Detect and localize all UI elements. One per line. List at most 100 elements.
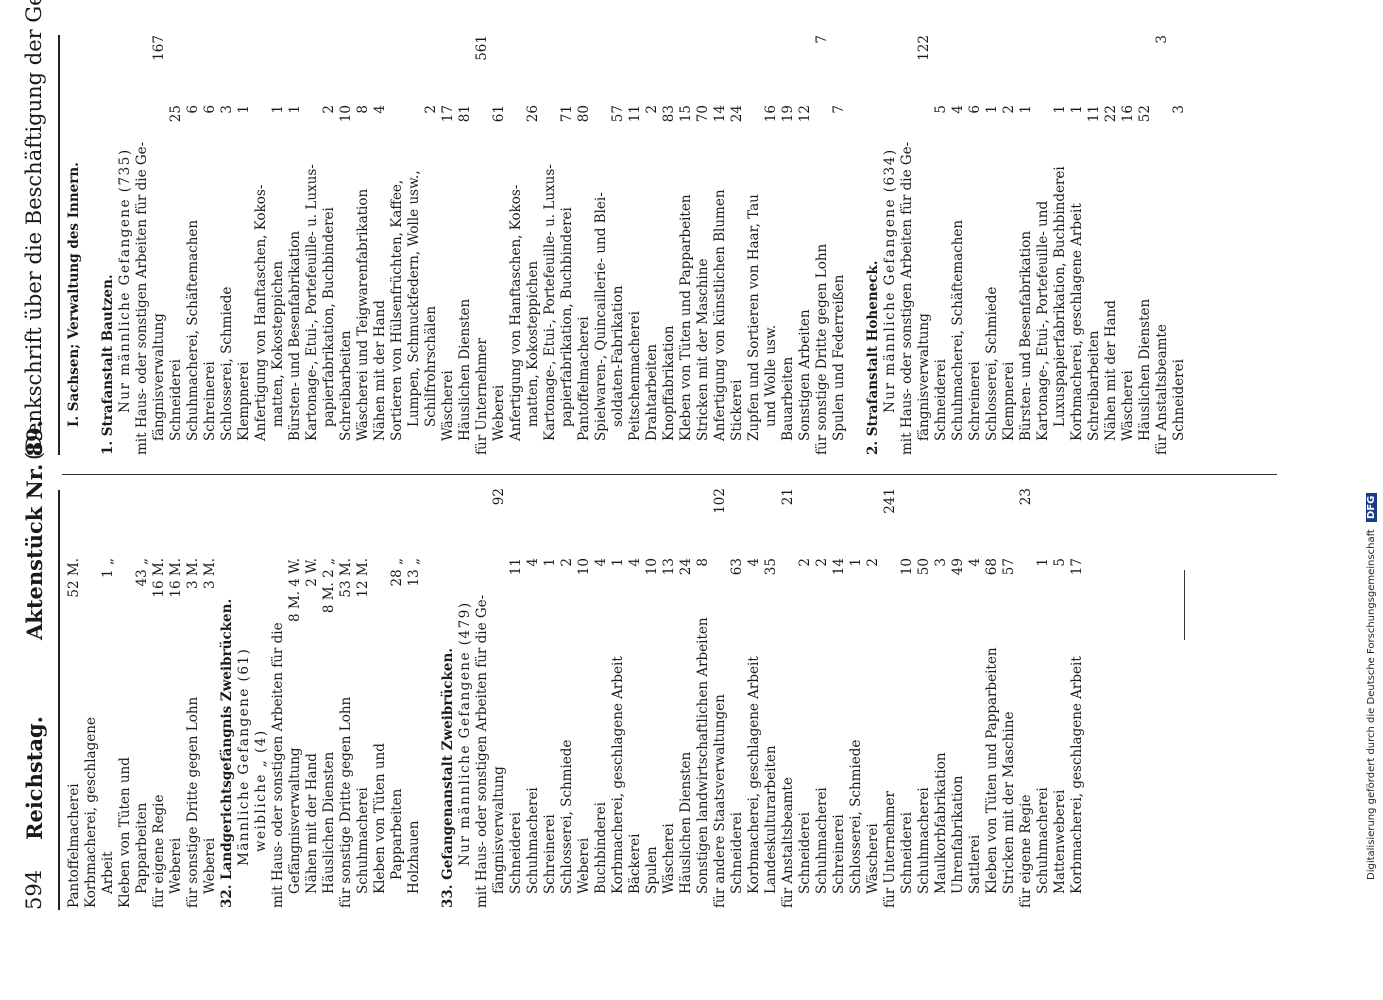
left-column-line: Stricken mit der Maschine 57 — [1001, 488, 1018, 908]
right-column-line: Kartonage-, Etui-, Portefeuille- u. Luxu… — [304, 35, 321, 455]
entry-label: Schuhmacherei — [1035, 787, 1051, 894]
left-column-line: Weberei 16 M. — [168, 488, 185, 908]
left-column-line: für andere Staatsverwaltungen 102 — [712, 488, 729, 908]
right-column-line: Schneiderei 5 — [933, 35, 950, 455]
entry-count: 1 — [270, 105, 286, 114]
left-column-line: Schneiderei 63 — [729, 488, 746, 908]
entry-label: 32. Landgerichtsgefängnis Zweibrücken. — [219, 598, 235, 908]
entry-label: Sattlerei — [967, 834, 983, 894]
entry-label: Schreinerei — [831, 814, 847, 894]
right-column-line: Schneiderei 25 — [168, 35, 185, 455]
entry-label: papierfabrikation, Buchbinderei — [559, 207, 575, 427]
entry-label: Sonstigen Arbeiten — [797, 309, 813, 441]
left-column-line: für sonstige Dritte gegen Lohn 3 M. — [185, 488, 202, 908]
right-column-line: und Wolle usw. 16 — [763, 35, 780, 455]
entry-label: Kleben von Tüten und Papparbeiten — [984, 647, 1000, 894]
right-column-line: mit Haus- oder sonstigen Arbeiten für di… — [899, 35, 916, 455]
right-column-line: Nähen mit der Hand 22 — [1103, 35, 1120, 455]
left-column-line: Nähen mit der Hand 2 W. — [304, 488, 321, 908]
entry-label: Uhrenfabrikation — [950, 775, 966, 894]
left-column-line: Wäscherei 13 — [661, 488, 678, 908]
entry-count: 2 W. — [304, 558, 320, 587]
entry-count: 1 — [1035, 558, 1051, 567]
right-column-line: Peitschenmacherei 11 — [627, 35, 644, 455]
header-rule-right — [58, 35, 60, 455]
left-column-line: für Unternehmer 241 — [882, 488, 899, 908]
entry-count: 2 — [814, 558, 830, 567]
entry-label: Anfertigung von Hanftaschen, Kokos- — [508, 184, 524, 441]
left-column-line: Schneiderei 2 — [797, 488, 814, 908]
entry-label: für eigene Regie — [151, 794, 167, 908]
left-column-line: Häuslichen Diensten 8 M. 2 „ — [321, 488, 338, 908]
right-column-line: Schilfrohrschälen 2 — [423, 35, 440, 455]
entry-label: Landeskulturarbeiten — [763, 745, 779, 894]
footer-text: Digitalisierung gefördert durch die Deut… — [1366, 529, 1377, 880]
right-column-line: Wäscherei und Teigwarenfabrikation 8 — [355, 35, 372, 455]
entry-count: 16 M. — [168, 558, 184, 598]
entry-count: 6 — [967, 105, 983, 114]
entry-count: 12 M. — [355, 558, 371, 598]
entry-label: für Unternehmer — [882, 791, 898, 908]
entry-label: Schuhmacherei, Schäftemachen — [185, 219, 201, 441]
right-column-line: Schlosserei, Schmiede 3 — [219, 35, 236, 455]
entry-label: Wäscherei — [440, 370, 456, 441]
left-column-line: Papparbeiten 43 „ — [134, 488, 151, 908]
entry-label: für eigene Regie — [1018, 794, 1034, 908]
entry-label: matten, Kokosteppichen — [525, 260, 541, 427]
right-column-line: fängnisverwaltung 167 — [151, 35, 168, 455]
left-column-line: Arbeit 1 „ — [100, 488, 117, 908]
entry-label: Spielwaren-, Quincaillerie- und Blei- — [593, 192, 609, 441]
right-column-line: Bauarbeiten 19 — [780, 35, 797, 455]
entry-label: Mattenweberei — [1052, 789, 1068, 894]
entry-label: Nur männliche Gefangene (479) — [457, 601, 473, 866]
right-column-line: fängnisverwaltung 122 — [916, 35, 933, 455]
right-column-line: Bürsten- und Besenfabrikation 1 — [287, 35, 304, 455]
entry-label: Stricken mit der Maschine — [1001, 711, 1017, 894]
entry-count: 4 — [593, 558, 609, 567]
entry-label: Schlosserei, Schmiede — [219, 286, 235, 441]
right-column-line — [83, 35, 100, 455]
right-column-line: Drahtarbeiten 2 — [644, 35, 661, 455]
entry-count: 3 M. — [202, 558, 218, 589]
group-total: 23 — [1018, 488, 1034, 506]
entry-count: 52 M. — [66, 558, 82, 598]
entry-count: 10 — [338, 105, 354, 123]
entry-label: für sonstige Dritte gegen Lohn — [814, 243, 830, 455]
left-column-line: Häuslichen Diensten 24 — [678, 488, 695, 908]
entry-count: 4 — [950, 105, 966, 114]
group-total: 92 — [491, 488, 507, 506]
entry-count: 17 — [440, 105, 456, 123]
entry-count: 52 — [1137, 105, 1153, 123]
entry-count: 5 — [1052, 558, 1068, 567]
entry-label: Klempnerei — [1001, 361, 1017, 441]
entry-label: Arbeit — [100, 851, 116, 894]
entry-label: matten, Kokosteppichen — [270, 260, 286, 427]
entry-count: 2 — [865, 558, 881, 567]
entry-label: Weberei — [168, 837, 184, 894]
entry-label: Schuhmacherei — [814, 787, 830, 894]
entry-label: Bäckerei — [627, 833, 643, 894]
entry-count: 1 — [984, 105, 1000, 114]
entry-count: 17 — [1069, 558, 1085, 576]
right-column-line: Schneiderei 3 — [1171, 35, 1188, 455]
entry-count: 1 „ — [100, 558, 116, 578]
entry-count: 1 — [848, 558, 864, 567]
group-total: 241 — [882, 488, 898, 514]
entry-count: 3 — [219, 105, 235, 114]
entry-count: 6 — [202, 105, 218, 114]
entry-label: Schreibarbeiten — [1086, 330, 1102, 441]
group-total: 21 — [780, 488, 796, 506]
entry-count: 70 — [695, 105, 711, 123]
right-column-line: Sortieren von Hülsenfrüchten, Kaffee, — [389, 35, 406, 455]
entry-label: Schreinerei — [202, 361, 218, 441]
right-column-line: Weberei 61 — [491, 35, 508, 455]
right-column-line: Sonstigen Arbeiten 12 — [797, 35, 814, 455]
entry-count: 13 „ — [406, 558, 422, 587]
right-column-line: matten, Kokosteppichen 1 — [270, 35, 287, 455]
entry-label: Anfertigung von Hanftaschen, Kokos- — [253, 184, 269, 441]
group-total: 7 — [814, 35, 830, 44]
right-column-line: Wäscherei 16 — [1120, 35, 1137, 455]
left-column-line: Nur männliche Gefangene (479) — [457, 488, 474, 908]
entry-count: 14 — [712, 105, 728, 123]
left-column-line: mit Haus- oder sonstigen Arbeiten für di… — [474, 488, 491, 908]
